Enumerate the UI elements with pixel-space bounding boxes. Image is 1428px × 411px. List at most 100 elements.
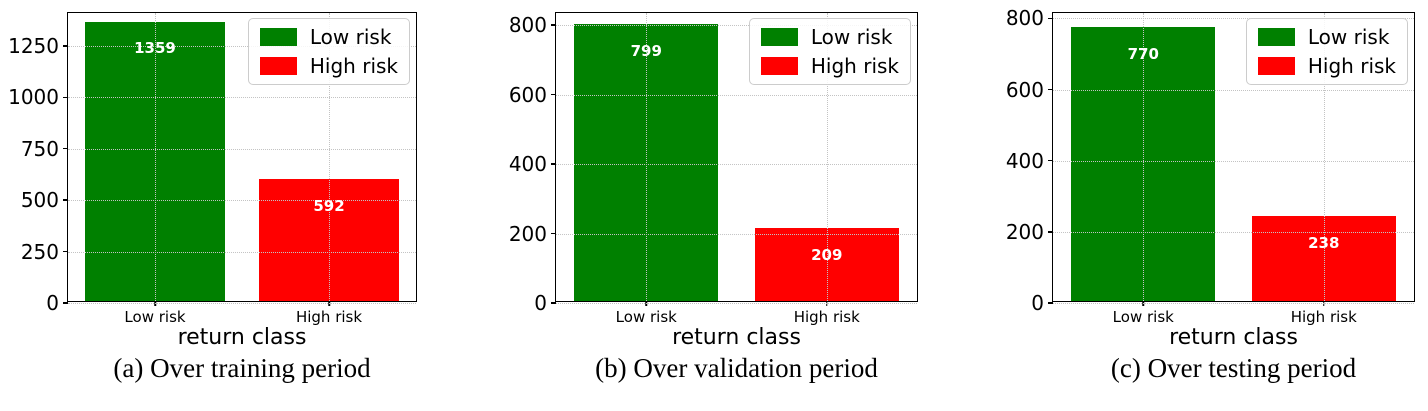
y-tick-label: 600 (1005, 77, 1044, 102)
y-tick-mark (63, 199, 68, 201)
gridline-horizontal (556, 25, 917, 27)
gridline-vertical (329, 13, 330, 301)
legend-label: High risk (1307, 54, 1396, 78)
legend-swatch-high-risk (259, 57, 297, 75)
x-axis-title: return class (177, 325, 307, 350)
gridline-vertical (646, 13, 648, 301)
y-tick-mark (63, 302, 68, 304)
gridline-horizontal (556, 303, 917, 304)
x-axis-title: return class (672, 325, 801, 350)
plot-area-validation: return class (b) Over validation period … (509, 12, 918, 383)
legend-label: Low risk (1307, 25, 1390, 49)
gridline-horizontal (556, 233, 917, 235)
y-tick-label: 0 (1031, 291, 1044, 315)
y-tick-label: 0 (534, 291, 547, 315)
legend-swatch-high-risk (1257, 57, 1295, 75)
y-tick-mark (1048, 17, 1053, 20)
legend-swatch-low-risk (1257, 28, 1295, 46)
y-tick-mark (1048, 159, 1053, 162)
y-tick-label: 250 (20, 239, 59, 264)
y-tick-label: 400 (508, 152, 547, 177)
x-tick-label: Low risk (615, 308, 677, 326)
legend: Low risk High risk (247, 18, 410, 85)
gridline-horizontal (68, 303, 416, 304)
gridline-horizontal (1053, 18, 1414, 20)
y-tick-label: 0 (46, 291, 59, 315)
gridline-horizontal (1053, 231, 1414, 233)
bar-low-risk (574, 23, 719, 301)
legend-swatch-high-risk (760, 57, 798, 75)
y-tick-label: 500 (20, 188, 59, 213)
legend-row: High risk (760, 54, 899, 78)
y-tick-mark (551, 24, 556, 26)
bar-value-label: 1359 (134, 39, 176, 58)
y-tick-mark (1048, 88, 1053, 91)
legend: Low risk High risk (748, 18, 911, 85)
y-tick-label: 1250 (8, 33, 59, 58)
y-tick-mark (1048, 302, 1053, 304)
bar-value-label: 209 (811, 246, 843, 265)
gridline-horizontal (68, 97, 416, 99)
gridline-horizontal (68, 148, 416, 150)
x-tick-label: High risk (793, 308, 860, 326)
chart-panel-validation: return class (b) Over validation period … (476, 0, 952, 411)
x-tick-label: Low risk (1112, 308, 1174, 326)
bar-high-risk (754, 228, 899, 301)
gridline-horizontal (556, 94, 917, 96)
y-tick-mark (551, 232, 556, 235)
y-tick-mark (63, 96, 68, 99)
y-tick-mark (551, 93, 556, 96)
chart-panel-training: return class (a) Over training period 0 2… (0, 0, 476, 411)
bar-value-label: 770 (1127, 45, 1159, 63)
bar-low-risk (85, 21, 225, 301)
bar-low-risk (1071, 27, 1216, 301)
legend-swatch-low-risk (259, 28, 297, 46)
x-axis-title: return class (1169, 325, 1298, 350)
x-tick-label: High risk (295, 308, 363, 326)
bar-value-label: 799 (630, 41, 662, 60)
panel-caption: (a) Over training period (113, 353, 371, 383)
legend-row: High risk (259, 54, 398, 78)
x-tick-label: High risk (1290, 308, 1357, 326)
gridline-horizontal (556, 164, 917, 166)
panel-caption: (c) Over testing period (1110, 353, 1357, 383)
legend-label: Low risk (309, 25, 392, 49)
y-tick-mark (551, 302, 556, 304)
y-tick-label: 400 (1005, 148, 1044, 173)
legend-label: High risk (810, 54, 899, 78)
y-tick-label: 600 (508, 82, 547, 107)
gridline-vertical (1143, 13, 1145, 301)
bar-high-risk (1251, 216, 1396, 301)
y-tick-mark (63, 250, 68, 253)
panel-caption: (b) Over validation period (595, 353, 878, 383)
gridline-horizontal (68, 45, 416, 47)
y-tick-label: 800 (1005, 6, 1044, 31)
y-tick-mark (551, 163, 556, 165)
gridline-horizontal (68, 200, 416, 202)
gridline-vertical (1323, 13, 1325, 301)
legend-row: High risk (1257, 54, 1396, 78)
legend-label: High risk (309, 54, 398, 78)
y-tick-label: 200 (508, 221, 547, 246)
y-tick-label: 800 (508, 13, 547, 38)
y-tick-label: 750 (20, 136, 59, 161)
chart-panel-testing: return class (c) Over testing period 0 20… (952, 0, 1428, 411)
bar-value-label: 238 (1308, 234, 1340, 253)
legend-row: Low risk (1257, 25, 1396, 49)
legend-row: Low risk (259, 25, 398, 49)
gridline-horizontal (1053, 160, 1414, 162)
x-tick-label: Low risk (124, 308, 186, 326)
y-tick-mark (63, 147, 68, 150)
y-tick-mark (1048, 231, 1053, 233)
legend-swatch-low-risk (760, 28, 798, 46)
gridline-horizontal (1053, 89, 1414, 91)
y-tick-label: 200 (1005, 219, 1044, 244)
bar-value-label: 592 (313, 197, 345, 216)
y-tick-label: 1000 (8, 85, 59, 110)
gridline-horizontal (1053, 303, 1414, 304)
legend: Low risk High risk (1245, 18, 1408, 85)
bar-high-risk (259, 179, 399, 301)
gridline-vertical (826, 13, 828, 301)
legend-row: Low risk (760, 26, 899, 48)
